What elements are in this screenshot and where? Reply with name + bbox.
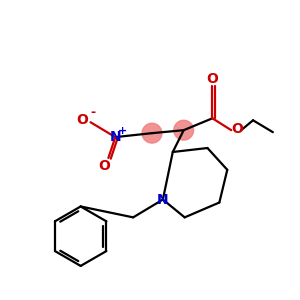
Text: O: O bbox=[206, 72, 218, 86]
Text: +: + bbox=[118, 126, 127, 136]
Text: -: - bbox=[90, 106, 95, 119]
Text: N: N bbox=[110, 130, 121, 144]
Circle shape bbox=[174, 120, 194, 140]
Text: N: N bbox=[157, 193, 169, 206]
Text: O: O bbox=[77, 113, 88, 127]
Text: O: O bbox=[98, 159, 110, 173]
Circle shape bbox=[142, 123, 162, 143]
Text: O: O bbox=[231, 122, 243, 136]
